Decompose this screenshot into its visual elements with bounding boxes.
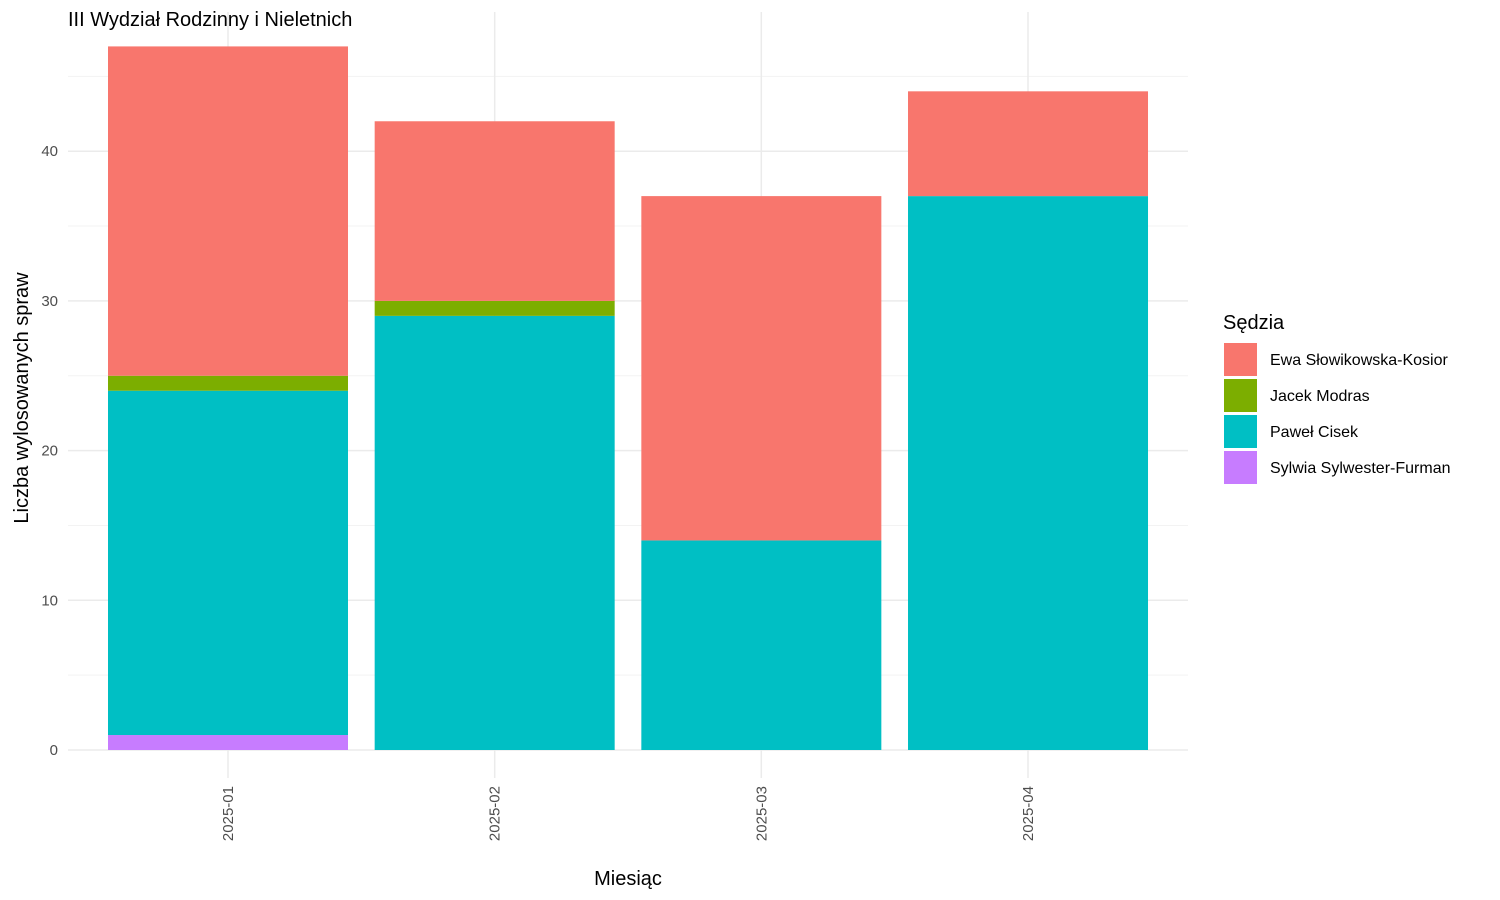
y-tick-label: 30 — [41, 293, 58, 310]
legend: Sędzia Ewa Słowikowska-Kosior Jacek Modra… — [1223, 312, 1450, 484]
bars — [108, 46, 1149, 751]
bar-ewa-slowikowska-kosior-2025-01 — [108, 46, 348, 376]
bar-ewa-slowikowska-kosior-2025-03 — [641, 196, 882, 541]
y-tick-label: 40 — [41, 143, 58, 160]
bar-ewa-slowikowska-kosior-2025-02 — [374, 121, 615, 301]
legend-label-pawel-cisek: Paweł Cisek — [1270, 424, 1359, 441]
legend-label-sylwia-sylwester-furman: Sylwia Sylwester-Furman — [1270, 460, 1450, 477]
bar-jacek-modras-2025-01 — [108, 375, 348, 391]
y-axis-ticks: 0 10 20 30 40 — [41, 143, 58, 759]
bar-jacek-modras-2025-02 — [374, 300, 615, 316]
y-tick-label: 10 — [41, 592, 58, 609]
legend-swatch-ewa-slowikowska-kosior — [1224, 343, 1257, 376]
y-tick-label: 0 — [50, 742, 58, 759]
chart-title: III Wydział Rodzinny i Nieletnich — [68, 9, 352, 31]
y-axis-title: Liczba wylosowanych spraw — [11, 272, 33, 524]
bar-sylwia-sylwester-furman-2025-01 — [108, 735, 348, 750]
legend-swatch-pawel-cisek — [1224, 415, 1257, 448]
x-tick-label: 2025-03 — [753, 786, 770, 841]
x-axis-ticks: 2025-01 2025-02 2025-03 2025-04 — [220, 786, 1037, 841]
legend-swatch-jacek-modras — [1224, 379, 1257, 412]
legend-label-ewa-slowikowska-kosior: Ewa Słowikowska-Kosior — [1270, 352, 1449, 369]
legend-title: Sędzia — [1223, 312, 1285, 334]
x-tick-label: 2025-01 — [220, 786, 237, 841]
y-tick-label: 20 — [41, 443, 58, 460]
bar-pawel-cisek-2025-04 — [908, 196, 1149, 751]
legend-swatch-sylwia-sylwester-furman — [1224, 451, 1257, 484]
bar-ewa-slowikowska-kosior-2025-04 — [908, 91, 1149, 197]
bar-pawel-cisek-2025-03 — [641, 540, 882, 750]
bar-pawel-cisek-2025-01 — [108, 390, 348, 736]
x-tick-label: 2025-04 — [1020, 786, 1037, 841]
bar-pawel-cisek-2025-02 — [374, 315, 615, 750]
x-axis-title: Miesiąc — [594, 868, 662, 890]
x-tick-label: 2025-02 — [487, 786, 504, 841]
legend-label-jacek-modras: Jacek Modras — [1270, 388, 1370, 405]
